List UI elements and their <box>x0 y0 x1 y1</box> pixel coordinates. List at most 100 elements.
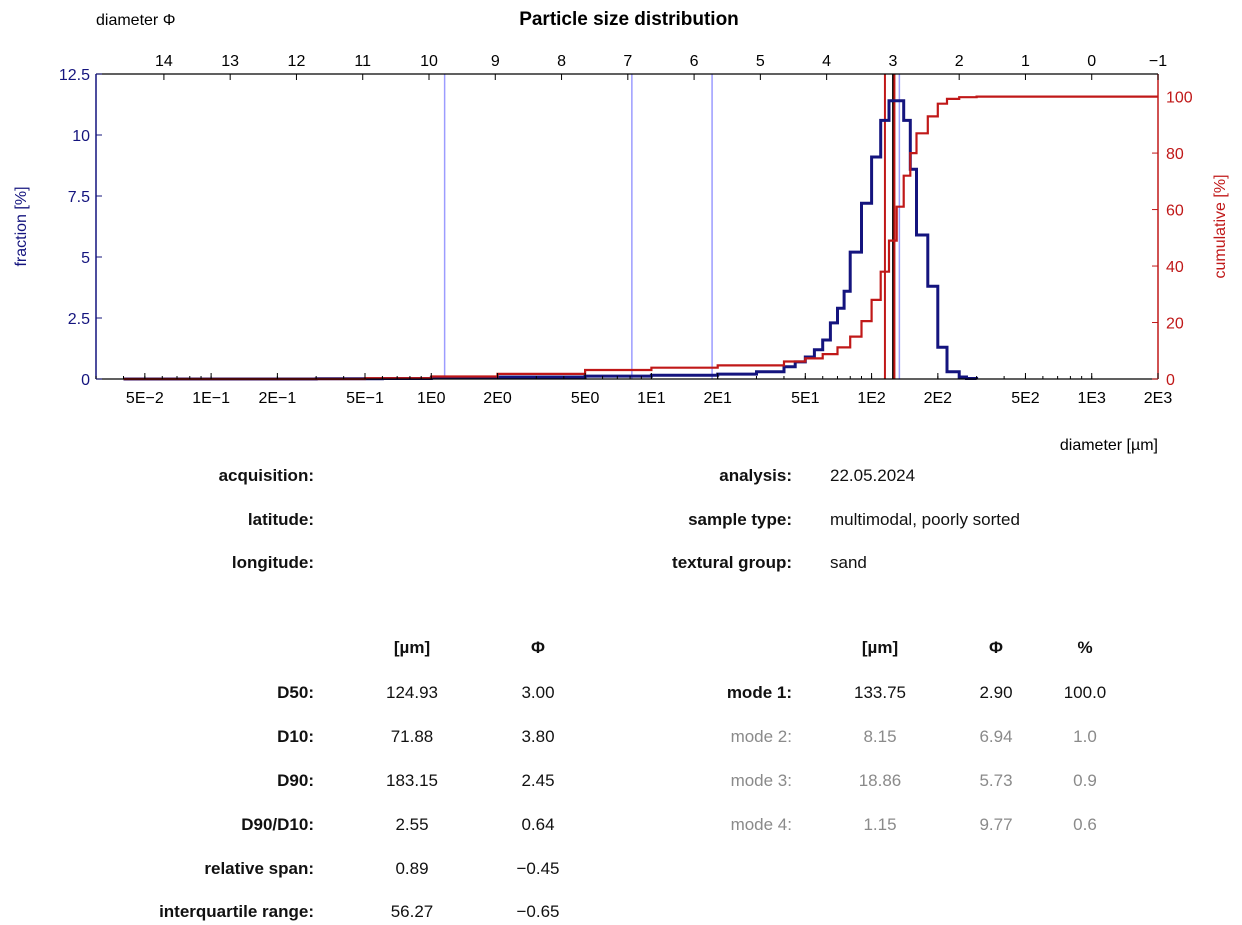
phi-tick-label: 7 <box>623 53 632 70</box>
sample-type-label: sample type: <box>688 510 792 529</box>
phi-tick-label: 11 <box>354 53 371 70</box>
y-left-tick-label: 12.5 <box>59 67 90 84</box>
stats-row-phi: 3.00 <box>521 683 555 702</box>
y-right-tick-label: 80 <box>1166 146 1184 163</box>
mode-row-pct: 1.0 <box>1073 727 1097 746</box>
mode-row-label: mode 1: <box>726 683 792 702</box>
y-left-tick-label: 0 <box>81 372 90 389</box>
acquisition-label: acquisition: <box>218 466 314 485</box>
textural-group-label: textural group: <box>672 553 792 572</box>
stats-row-um: 124.93 <box>386 683 438 702</box>
y-right-axis-label: cumulative [%] <box>1212 174 1229 278</box>
mode-row-phi: 2.90 <box>979 683 1013 702</box>
phi-tick-label: 14 <box>155 53 173 70</box>
y-right-tick-label: 20 <box>1166 316 1184 333</box>
chart-svg: 5E−2 1E−1 2E−1 5E−1 1E0 2E0 5E0 1E1 2E1 5E1 1E2 2E2… <box>13 9 1229 454</box>
phi-tick-label: 2 <box>955 53 964 70</box>
x-tick-label: 1E0 <box>417 390 446 407</box>
y-left-axis-label: fraction [%] <box>13 186 30 266</box>
phi-tick-label: 5 <box>756 53 765 70</box>
phi-tick-label: −1 <box>1149 53 1167 70</box>
stats-row-phi: 2.45 <box>521 771 555 790</box>
mode-row-phi: 9.77 <box>979 815 1013 834</box>
mode-row-phi: 5.73 <box>979 771 1013 790</box>
particle-size-chart: 5E−2 1E−1 2E−1 5E−1 1E0 2E0 5E0 1E1 2E1 5E1 1E2 2E2… <box>0 0 1242 460</box>
sample-type-value: multimodal, poorly sorted <box>830 510 1020 529</box>
phi-tick-label: 4 <box>822 53 831 70</box>
stats-row-um: 71.88 <box>390 727 434 746</box>
x-tick-label: 1E1 <box>637 390 666 407</box>
y-right-tick-label: 40 <box>1166 259 1184 276</box>
x-tick-label: 5E1 <box>791 390 820 407</box>
mode-row-pct: 100.0 <box>1063 683 1107 702</box>
x-tick-label: 1E3 <box>1077 390 1106 407</box>
stats-row-um: 56.27 <box>390 902 434 921</box>
phi-tick-label: 13 <box>221 53 239 70</box>
top-axis-label: diameter Φ <box>96 12 175 29</box>
x-tick-label: 5E−2 <box>126 390 164 407</box>
x-axis-label: diameter [µm] <box>1060 437 1158 454</box>
stats-row-label: D10: <box>277 727 314 746</box>
phi-tick-label: 9 <box>491 53 500 70</box>
phi-tick-label: 10 <box>420 53 438 70</box>
stats-row-phi: −0.45 <box>516 859 560 878</box>
x-tick-label: 1E−1 <box>192 390 230 407</box>
modes-header-um: [µm] <box>861 638 899 657</box>
stats-row-phi: 0.64 <box>521 815 555 834</box>
latitude-label: latitude: <box>247 510 314 529</box>
y-right-tick-label: 0 <box>1166 372 1175 389</box>
chart-title: Particle size distribution <box>519 9 739 30</box>
mode-row-pct: 0.6 <box>1073 815 1097 834</box>
stats-row-label: D90: <box>277 771 314 790</box>
fraction-series-line <box>123 99 979 381</box>
cumulative-series-line <box>123 95 1158 381</box>
stats-header-phi: Φ <box>531 638 545 657</box>
phi-tick-label: 3 <box>888 53 897 70</box>
mode-row-um: 18.86 <box>858 771 902 790</box>
phi-tick-label: 12 <box>288 53 306 70</box>
y-left-tick-label: 7.5 <box>68 189 90 206</box>
x-tick-label: 2E1 <box>703 390 732 407</box>
stats-row-label: D50: <box>277 683 314 702</box>
mode-row-label: mode 4: <box>730 815 792 834</box>
stats-row-um: 2.55 <box>395 815 429 834</box>
phi-tick-label: 8 <box>557 53 566 70</box>
textural-group-value: sand <box>830 553 867 572</box>
mode-row-pct: 0.9 <box>1073 771 1097 790</box>
stats-row-label: interquartile range: <box>159 902 314 921</box>
phi-tick-label: 0 <box>1087 53 1096 70</box>
y-left-tick-label: 10 <box>72 128 90 145</box>
y-left-tick-label: 2.5 <box>68 311 90 328</box>
phi-tick-label: 6 <box>690 53 699 70</box>
analysis-label: analysis: <box>719 466 792 485</box>
stats-row-um: 0.89 <box>395 859 429 878</box>
stats-row-um: 183.15 <box>386 771 438 790</box>
stats-row-phi: 3.80 <box>521 727 555 746</box>
stats-row-label: relative span: <box>204 859 314 878</box>
modes-header-pct: % <box>1077 638 1093 657</box>
x-tick-label: 1E2 <box>857 390 886 407</box>
mode-row-phi: 6.94 <box>979 727 1013 746</box>
y-left-tick-label: 5 <box>81 250 90 267</box>
x-tick-label: 2E2 <box>924 390 953 407</box>
analysis-value: 22.05.2024 <box>830 466 916 485</box>
mode-row-um: 133.75 <box>854 683 906 702</box>
mode-row-um: 8.15 <box>863 727 897 746</box>
mode-row-label: mode 2: <box>730 727 792 746</box>
y-right-tick-label: 60 <box>1166 203 1184 220</box>
stats-row-phi: −0.65 <box>516 902 560 921</box>
x-tick-label: 2E−1 <box>258 390 296 407</box>
longitude-label: longitude: <box>231 553 314 572</box>
x-tick-label: 5E−1 <box>346 390 384 407</box>
modes-header-phi: Φ <box>989 638 1003 657</box>
mode-row-label: mode 3: <box>730 771 792 790</box>
stats-header-um: [µm] <box>393 638 431 657</box>
stats-row-label: D90/D10: <box>241 815 314 834</box>
x-tick-label: 5E0 <box>571 390 600 407</box>
phi-tick-label: 1 <box>1021 53 1030 70</box>
y-right-tick-label: 100 <box>1166 90 1193 107</box>
x-tick-label: 2E3 <box>1144 390 1173 407</box>
x-tick-label: 2E0 <box>483 390 512 407</box>
mode-row-um: 1.15 <box>863 815 897 834</box>
x-tick-label: 5E2 <box>1011 390 1040 407</box>
